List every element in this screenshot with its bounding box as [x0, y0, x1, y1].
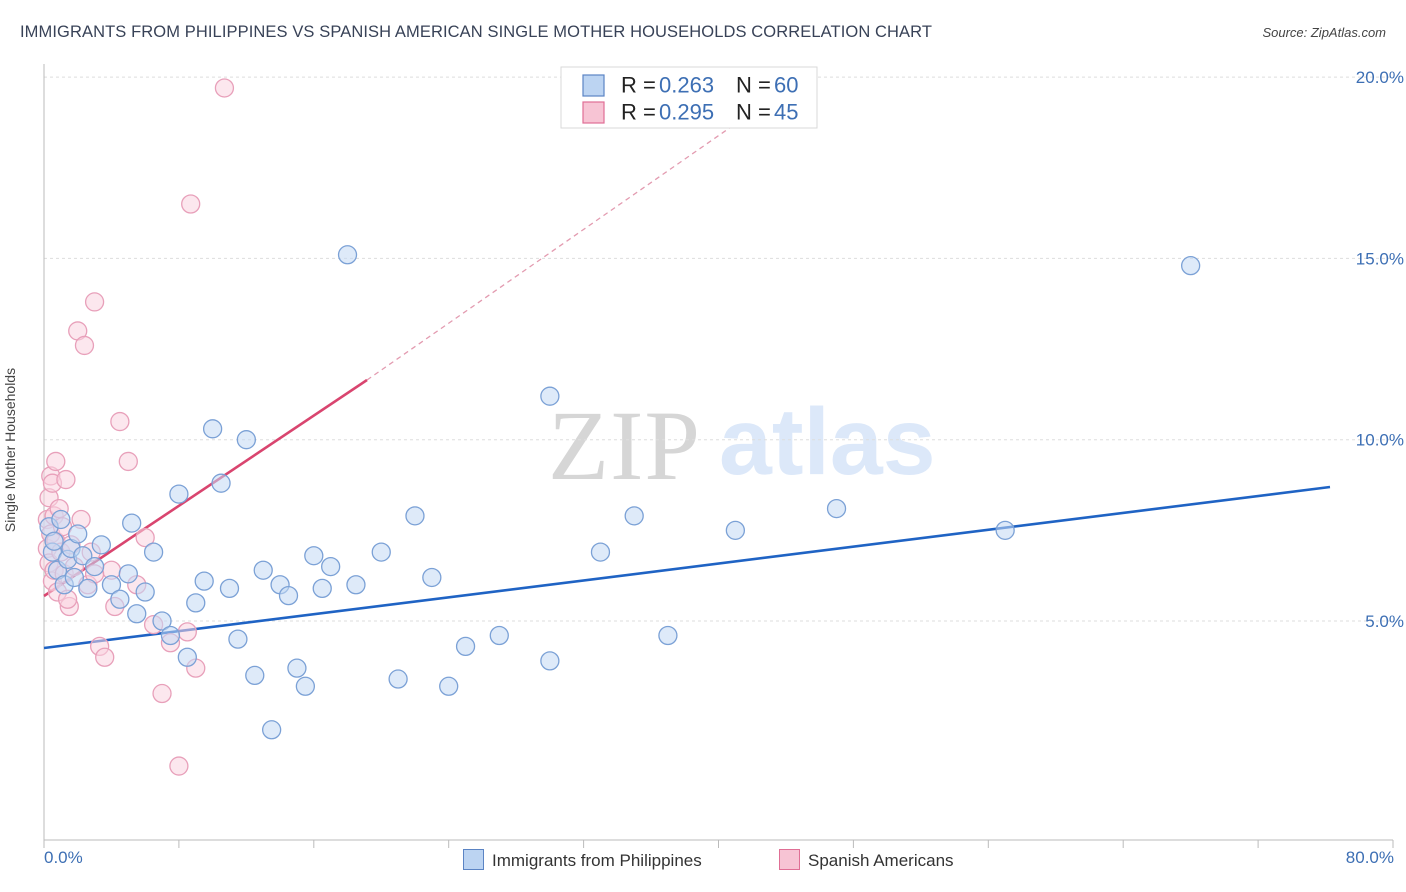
svg-text:5.0%: 5.0% [1365, 612, 1404, 631]
svg-text:10.0%: 10.0% [1356, 431, 1404, 450]
svg-text:N =: N = [736, 100, 771, 125]
svg-text:0.263: 0.263 [659, 73, 714, 98]
svg-text:R =: R = [621, 73, 656, 98]
svg-text:20.0%: 20.0% [1356, 68, 1404, 87]
svg-text:45: 45 [774, 100, 798, 125]
svg-text:15.0%: 15.0% [1356, 249, 1404, 268]
svg-text:R =: R = [621, 100, 656, 125]
svg-text:0.295: 0.295 [659, 100, 714, 125]
svg-text:60: 60 [774, 73, 798, 98]
svg-text:N =: N = [736, 73, 771, 98]
